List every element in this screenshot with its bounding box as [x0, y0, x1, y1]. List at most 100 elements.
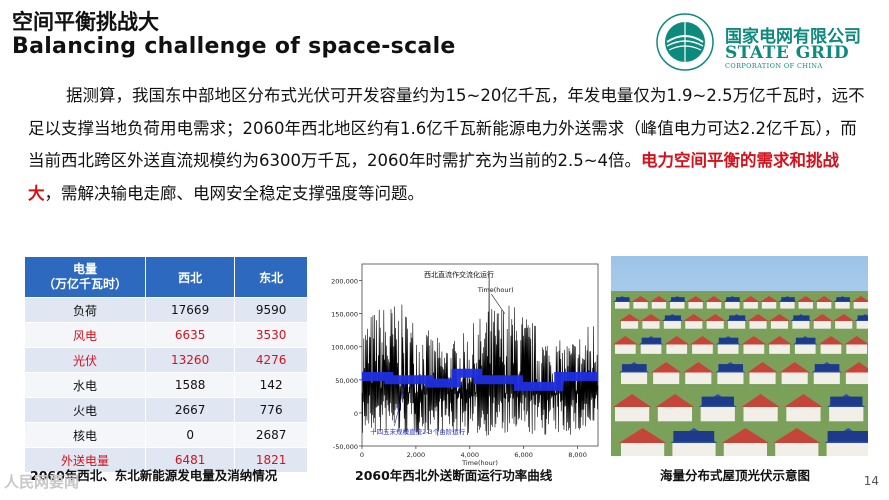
y-tick-label: 200,000	[331, 278, 358, 286]
x-tick-label: 0	[360, 451, 364, 459]
solar-panel	[622, 364, 647, 372]
logo-name-zh: 国家电网有限公司	[725, 27, 861, 47]
table-cell-label: 外送电量	[24, 447, 146, 473]
solar-panel	[836, 297, 850, 302]
house-wall	[621, 320, 639, 329]
rooftop-pv-photo	[611, 256, 868, 456]
photo-caption: 海量分布式屋顶光伏示意图	[660, 468, 811, 483]
series-line-stepped	[362, 368, 598, 391]
table-cell-northwest: 1588	[144, 372, 236, 398]
house-wall	[672, 441, 716, 456]
table-cell-northwest: 2667	[144, 397, 236, 423]
solar-panel	[726, 297, 740, 302]
house-wall	[651, 301, 667, 309]
house-roof	[683, 362, 714, 373]
house-wall	[846, 343, 867, 354]
solar-panel	[827, 431, 868, 442]
watermark: 人民网要闻	[4, 473, 80, 491]
table-cell-northeast: 2687	[234, 422, 308, 448]
table-row: 风电 6635 3530	[24, 322, 308, 348]
house-wall	[743, 405, 778, 422]
house-roof	[784, 394, 823, 407]
house-roof	[768, 314, 791, 321]
house-wall	[853, 301, 868, 309]
house-roof	[811, 314, 833, 321]
table-cell-label: 水电	[24, 372, 146, 398]
table-row: 水电 1588 142	[24, 372, 308, 398]
x-axis-label: Time(hour)	[461, 459, 498, 466]
house-wall	[761, 301, 777, 309]
annotation-label: 西北直流作交流化运行	[424, 270, 494, 279]
house-wall	[826, 441, 868, 456]
x-tick-label: 2,000	[407, 451, 426, 459]
house-wall	[835, 320, 853, 329]
table-cell-northeast: 4276	[234, 347, 308, 373]
house-wall	[621, 441, 665, 456]
table-caption: 2060年西北、东北新能源发电量及消纳情况	[30, 468, 278, 483]
table-cell-northwest: 6635	[144, 322, 236, 348]
table-cell-northwest: 17669	[144, 297, 236, 323]
house-roof	[843, 362, 868, 373]
solar-panel	[781, 297, 795, 302]
table-cell-label: 火电	[24, 397, 146, 423]
solar-panel	[664, 315, 681, 321]
table-cell-label: 负荷	[24, 297, 146, 323]
y-tick-label: 100,000	[331, 344, 358, 352]
table-header-northwest: 西北	[144, 256, 236, 298]
house-wall	[706, 301, 722, 309]
table-cell-northeast: 1821	[234, 447, 308, 473]
table-row: 光伏 13260 4276	[24, 347, 308, 373]
state-grid-emblem-icon	[656, 13, 714, 71]
annotation-label: 十四五末规模直流2-3个台阶运行	[370, 427, 466, 436]
table-cell-northwest: 6481	[144, 447, 236, 473]
house-roof	[655, 394, 695, 407]
house-wall	[723, 441, 767, 456]
table-cell-label: 核电	[24, 422, 146, 448]
house-roof	[613, 394, 652, 407]
house-wall	[692, 343, 713, 354]
solar-panel	[701, 396, 734, 406]
solar-panel	[616, 297, 630, 302]
house-roof	[741, 296, 760, 302]
house-roof	[686, 296, 705, 302]
house-roof	[649, 296, 669, 302]
house-wall	[749, 320, 767, 329]
table-cell-northwest: 0	[144, 422, 236, 448]
solar-panel	[793, 315, 810, 321]
house-roof	[619, 314, 641, 321]
y-tick-label: 150,000	[331, 311, 358, 319]
house-wall	[642, 320, 660, 329]
logo-subtitle: CORPORATION OF CHINA	[725, 62, 823, 70]
annotation-arrow	[394, 383, 406, 427]
house-roof	[741, 394, 780, 407]
house-wall	[856, 320, 868, 329]
y-tick-label: 50,000	[335, 377, 358, 385]
house-wall	[835, 301, 850, 309]
body-paragraph: 据测算，我国东中部地区分布式光伏可开发容量约为15~20亿千瓦，年发电量仅为1.…	[28, 80, 866, 210]
house-wall	[615, 405, 650, 422]
house-roof	[721, 428, 769, 443]
house-roof	[796, 296, 815, 302]
house-wall	[798, 301, 813, 309]
table-cell-northwest: 13260	[144, 347, 236, 373]
house-wall	[685, 320, 703, 329]
page-title-en: Balancing challenge of space-scale	[12, 34, 456, 59]
house-wall	[829, 405, 864, 422]
house-wall	[749, 371, 776, 385]
table-row: 核电 0 2687	[24, 422, 308, 448]
house-roof	[844, 336, 868, 345]
house-wall	[725, 301, 740, 309]
house-wall	[780, 301, 795, 309]
house-roof	[833, 314, 855, 321]
logo-name-en: STATE GRID	[725, 43, 850, 63]
house-wall	[700, 405, 735, 422]
house-roof	[704, 296, 724, 302]
house-roof	[759, 296, 779, 302]
house-wall	[685, 371, 712, 385]
house-wall	[640, 343, 662, 354]
table-header-unit-text: 电量 （万亿千瓦时）	[42, 262, 127, 291]
house-wall	[820, 343, 842, 354]
table-cell-northeast: 776	[234, 397, 308, 423]
house-wall	[769, 343, 790, 354]
